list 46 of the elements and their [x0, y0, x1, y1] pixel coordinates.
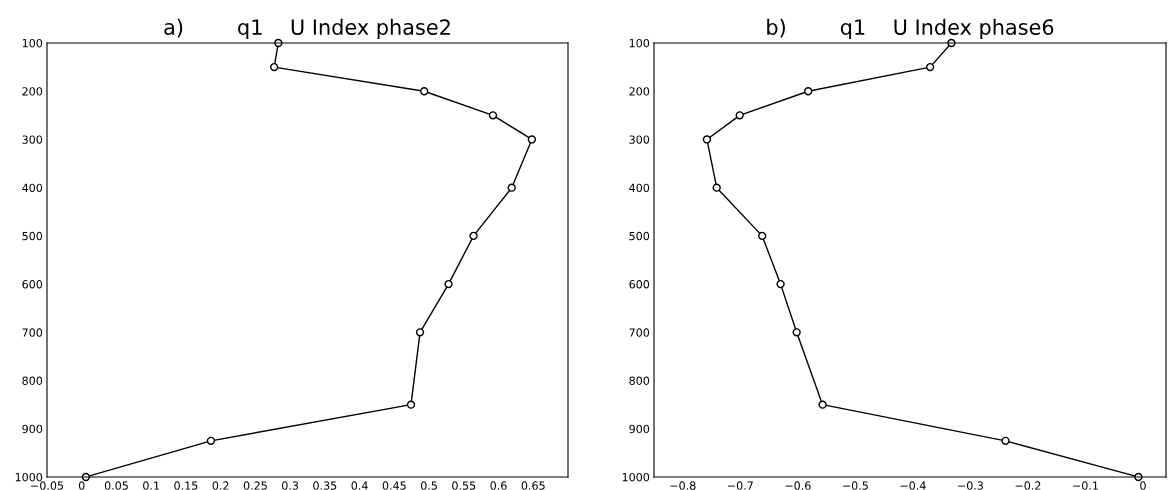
y-tick-label: 800	[22, 376, 43, 385]
x-tick-label: 0	[1140, 481, 1146, 490]
x-tick-label: 0.35	[313, 481, 337, 490]
x-tick-label: 0.5	[420, 481, 437, 490]
x-tick-label: 0.4	[351, 481, 368, 490]
y-tick-label: 600	[22, 280, 43, 289]
y-tick-label: 1000	[622, 472, 650, 482]
x-tick-label: 0.05	[104, 481, 128, 490]
y-tick-label: 200	[22, 87, 43, 96]
x-tick-label: 0.65	[521, 481, 545, 490]
x-tick-label: −0.3	[958, 481, 983, 490]
y-tick-label: 700	[22, 328, 43, 337]
x-tick-label: 0.25	[243, 481, 267, 490]
y-tick-label: 400	[22, 183, 43, 193]
x-tick-label: −0.7	[727, 481, 753, 490]
x-tick-label: −0.2	[1015, 481, 1041, 490]
chart-title: a) q1 U Index phase2	[164, 18, 450, 39]
y-tick-label: 1000	[15, 472, 43, 482]
x-tick-label: 0	[78, 481, 85, 490]
y-tick-label: 100	[629, 38, 650, 48]
y-tick-label: 500	[22, 231, 43, 241]
y-tick-label: 500	[629, 231, 650, 241]
x-tick-label: 0.3	[282, 481, 299, 490]
x-tick-label: 0.6	[490, 481, 507, 490]
y-tick-label: 400	[629, 183, 650, 193]
chart-title: b) q1 U Index phase6	[767, 18, 1054, 39]
x-tick-label: 0.55	[452, 481, 476, 490]
x-tick-label: −0.05	[31, 481, 64, 490]
y-tick-label: 900	[629, 424, 650, 434]
y-tick-label: 800	[629, 376, 650, 385]
y-tick-label: 600	[629, 280, 650, 289]
y-tick-label: 300	[22, 135, 43, 144]
x-tick-label: 0.2	[212, 481, 229, 490]
x-tick-label: −0.8	[670, 481, 696, 490]
y-tick-label: 900	[22, 424, 43, 434]
y-tick-label: 200	[629, 87, 650, 96]
x-tick-label: 0.15	[174, 481, 198, 490]
x-tick-label: −0.5	[843, 481, 868, 490]
y-tick-label: 100	[22, 38, 43, 48]
x-tick-label: −0.6	[785, 481, 811, 490]
x-tick-label: 0.1	[143, 481, 160, 490]
y-tick-label: 300	[629, 135, 650, 144]
y-tick-label: 700	[629, 328, 650, 337]
x-tick-label: −0.4	[900, 481, 926, 490]
x-tick-label: −0.1	[1073, 481, 1098, 490]
x-tick-label: 0.45	[382, 481, 406, 490]
